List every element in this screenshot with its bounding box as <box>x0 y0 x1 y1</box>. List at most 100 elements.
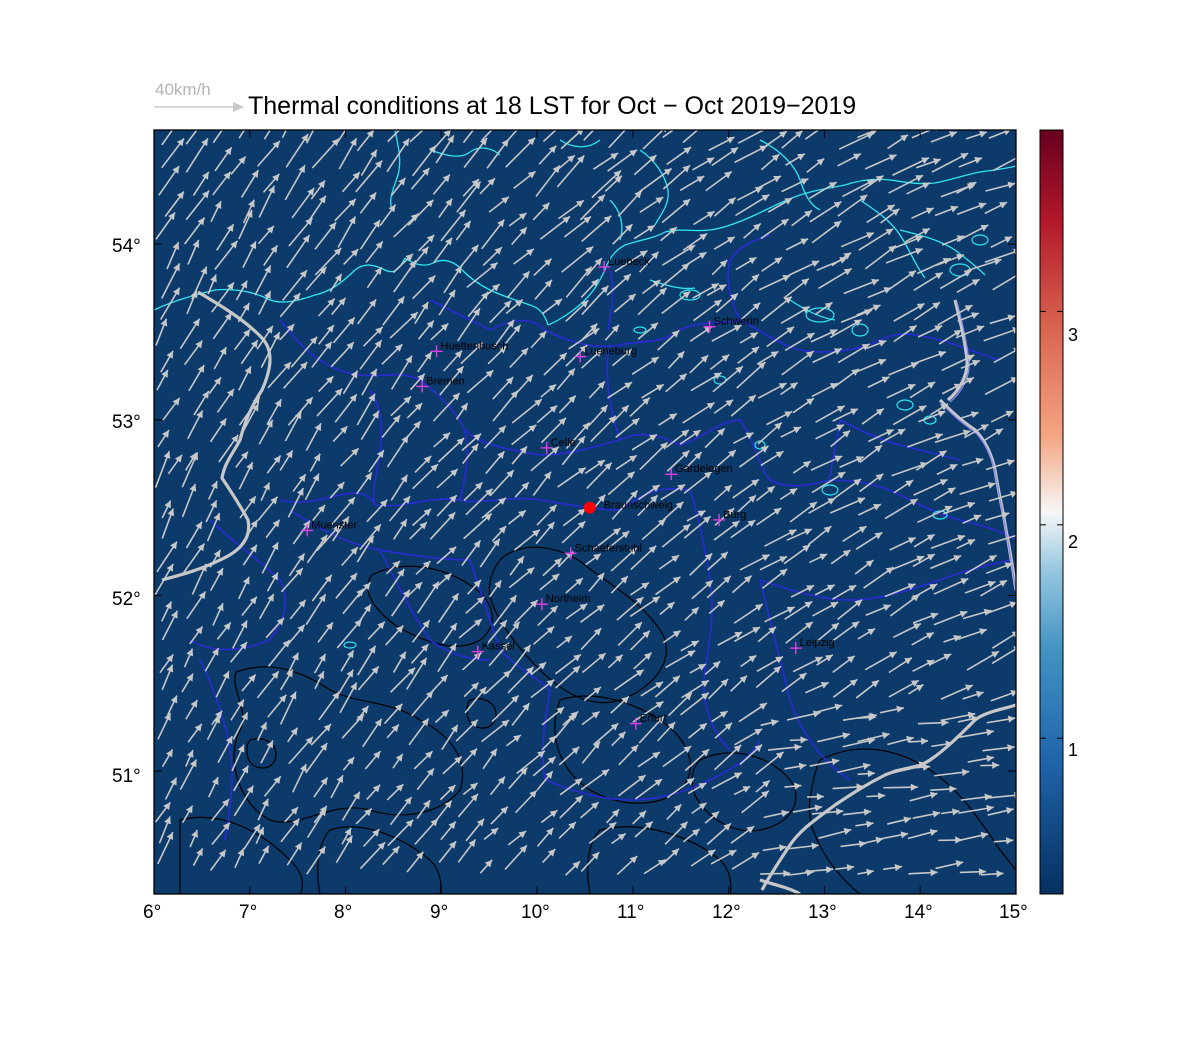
wind-arrow-icon <box>287 487 305 518</box>
wind-arrow-icon <box>257 140 281 167</box>
wind-arrow-icon <box>187 410 204 440</box>
wind-arrow-icon <box>988 130 1012 139</box>
wind-arrow-icon <box>791 209 813 227</box>
city-marker: Muenster <box>301 519 357 537</box>
wind-arrow-icon <box>556 635 573 649</box>
wind-arrow-icon <box>805 866 834 874</box>
wind-arrow-icon <box>368 449 385 473</box>
wind-arrow-icon <box>542 557 563 577</box>
wind-arrow-icon <box>888 679 920 698</box>
wind-arrow-icon <box>962 514 982 525</box>
wind-arrow-icon <box>361 368 378 396</box>
wind-arrow-icon <box>888 656 913 674</box>
city-marker: Schaeferstuhl <box>564 542 642 560</box>
wind-arrow-icon <box>535 521 556 545</box>
wind-arrow-icon <box>662 164 691 190</box>
wind-arrow-icon <box>267 361 292 389</box>
wind-arrow-icon <box>888 362 919 376</box>
wind-arrow-icon <box>291 763 307 793</box>
wind-arrow-icon <box>489 469 515 497</box>
wind-arrow-icon <box>662 629 681 644</box>
wind-arrow-icon <box>842 525 867 543</box>
city-label: Schaeferstuhl <box>575 542 642 554</box>
wind-arrow-icon <box>907 433 944 448</box>
wind-arrow-icon <box>210 200 222 223</box>
wind-arrow-icon <box>617 621 643 647</box>
wind-arrow-icon <box>888 174 924 194</box>
wind-arrow-icon <box>291 187 315 219</box>
wind-arrow-icon <box>767 197 793 213</box>
wind-arrow-icon <box>492 390 519 422</box>
city-marker: Celle <box>540 437 576 454</box>
wind-arrow-icon <box>713 484 733 502</box>
wind-arrow-icon <box>242 544 258 566</box>
lat-tick-label: 52° <box>112 589 141 610</box>
wind-arrow-icon <box>536 504 558 526</box>
wind-arrow-icon <box>541 706 565 726</box>
wind-arrow-icon <box>436 546 457 565</box>
wind-arrow-icon <box>886 383 916 399</box>
wind-arrow-icon <box>667 692 693 717</box>
wind-arrow-icon <box>558 746 580 766</box>
wind-arrow-icon <box>489 300 512 324</box>
wind-arrow-icon <box>964 554 998 575</box>
wind-arrow-icon <box>466 261 499 289</box>
wind-arrow-icon <box>179 318 201 350</box>
wind-arrow-icon <box>279 691 297 725</box>
wind-arrow-icon <box>156 541 178 573</box>
wind-arrow-icon <box>933 487 956 502</box>
wind-arrow-icon <box>155 211 176 240</box>
wind-arrow-icon <box>385 624 404 646</box>
wind-arrow-icon <box>416 767 435 791</box>
wind-arrow-icon <box>310 179 326 200</box>
wind-arrow-icon <box>855 358 887 373</box>
wind-arrow-icon <box>766 410 793 426</box>
wind-arrow-icon <box>980 579 1008 597</box>
wind-arrow-icon <box>993 347 1016 364</box>
wind-arrow-icon <box>604 175 623 192</box>
wind-arrow-icon <box>792 460 812 474</box>
wind-arrow-icon <box>637 287 668 316</box>
wind-arrow-icon <box>634 820 654 838</box>
wind-arrow-icon <box>364 750 382 770</box>
wind-arrow-icon <box>641 279 661 295</box>
wind-arrow-icon <box>843 808 872 816</box>
wind-arrow-icon <box>704 427 726 449</box>
wind-arrow-icon <box>855 820 874 828</box>
wind-arrow-icon <box>686 509 706 522</box>
wind-arrow-icon <box>257 496 279 521</box>
wind-arrow-icon <box>184 340 204 366</box>
wind-arrow-icon <box>305 593 327 626</box>
wind-arrow-icon <box>608 130 627 149</box>
wind-arrow-icon <box>212 312 233 340</box>
wind-arrow-icon <box>864 244 897 270</box>
wind-arrow-icon <box>281 130 288 139</box>
map-frame <box>153 129 1017 895</box>
wind-arrow-icon <box>879 428 906 444</box>
wind-arrow-icon <box>461 443 479 465</box>
wind-arrow-icon <box>933 577 969 595</box>
wind-arrow-icon <box>617 190 643 217</box>
wind-arrow-icon <box>679 175 705 192</box>
wind-arrow-icon <box>965 130 988 140</box>
wind-arrow-icon <box>536 404 558 424</box>
wind-arrow-icon <box>761 568 788 589</box>
wind-arrow-icon <box>238 130 246 139</box>
wind-arrow-icon <box>629 595 661 618</box>
wind-arrow-icon <box>192 171 210 196</box>
wind-arrow-icon <box>218 434 239 463</box>
wind-arrow-icon <box>318 375 334 393</box>
wind-arrow-icon <box>386 435 409 468</box>
wind-arrow-icon <box>805 681 829 694</box>
wind-arrow-icon <box>713 399 734 414</box>
wind-arrow-icon <box>161 137 185 169</box>
wind-arrow-icon <box>711 324 742 342</box>
wind-arrow-icon <box>807 793 824 801</box>
wind-arrow-icon <box>266 398 282 425</box>
wind-arrow-icon <box>879 705 905 714</box>
wind-arrow-icon <box>584 459 606 475</box>
wind-arrow-icon <box>586 462 613 490</box>
wind-arrow-icon <box>662 501 684 521</box>
wind-arrow-icon <box>734 144 768 164</box>
wind-arrow-icon <box>913 301 941 321</box>
